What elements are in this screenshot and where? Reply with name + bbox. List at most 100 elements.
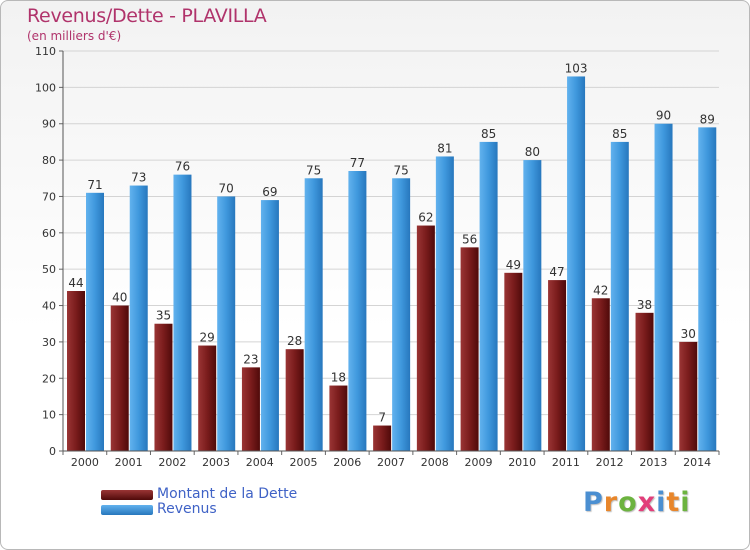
- bar-debt: [154, 323, 173, 451]
- data-label-revenue: 76: [175, 160, 190, 174]
- y-tick-label: 50: [42, 263, 56, 276]
- x-axis-ticks: 2000 2001 2002 2003 2004 2005 2006 2007 2008 2009…: [62, 451, 720, 469]
- bar-revenue: [610, 141, 629, 451]
- data-label-revenue: 85: [612, 127, 627, 141]
- y-tick-label: 40: [42, 300, 56, 313]
- data-label-debt: 40: [112, 291, 127, 305]
- x-tick-label: 2002: [158, 456, 186, 469]
- x-tick-label: 2006: [333, 456, 361, 469]
- y-tick-label: 20: [42, 372, 56, 385]
- bar-debt: [198, 345, 217, 451]
- y-tick-label: 60: [42, 227, 56, 240]
- bar-debt: [591, 298, 610, 451]
- bar-debt: [548, 280, 567, 451]
- proxiti-logo: Proxiti: [583, 487, 691, 518]
- logo-letter: x: [637, 487, 657, 518]
- legend-swatch-debt: [101, 490, 153, 500]
- bar-revenue: [523, 160, 542, 451]
- data-label-debt: 38: [637, 298, 652, 312]
- bar-debt: [416, 225, 435, 451]
- data-label-debt: 7: [378, 411, 386, 425]
- bar-revenue: [86, 192, 104, 451]
- data-label-debt: 42: [593, 283, 608, 297]
- data-label-revenue: 80: [525, 145, 540, 159]
- data-label-debt: 23: [243, 352, 258, 366]
- bar-debt: [110, 305, 129, 451]
- logo-letter: i: [656, 487, 667, 518]
- bar-revenue: [304, 178, 323, 452]
- x-tick-label: 2008: [421, 456, 449, 469]
- legend-swatch-revenue: [101, 505, 153, 515]
- y-axis-ticks: 0 10 20 30 40 50 60 70 80 90 100 110: [35, 45, 63, 458]
- legend-label-revenue: Revenus: [157, 501, 217, 517]
- logo-letter: o: [618, 487, 638, 518]
- bar-debt: [373, 425, 392, 451]
- x-tick-label: 2004: [246, 456, 274, 469]
- bar-revenue: [260, 200, 279, 451]
- y-tick-label: 70: [42, 190, 56, 203]
- data-label-revenue: 90: [656, 109, 671, 123]
- x-tick-label: 2005: [290, 456, 318, 469]
- logo-letter: P: [583, 487, 604, 518]
- data-label-debt: 47: [549, 265, 564, 279]
- y-tick-label: 100: [35, 81, 56, 94]
- bar-revenue: [654, 123, 673, 452]
- bar-debt: [504, 272, 523, 451]
- x-tick-label: 2003: [202, 456, 230, 469]
- chart-title: Revenus/Dette - PLAVILLA: [27, 5, 267, 27]
- bar-debt: [241, 367, 260, 451]
- bar-debt: [285, 349, 304, 451]
- bar-revenue: [217, 196, 236, 451]
- x-tick-label: 2001: [115, 456, 143, 469]
- logo-letter: r: [603, 487, 619, 518]
- data-labels: 4471407335762970236928751877775628156854…: [68, 61, 715, 424]
- bar-revenue: [698, 127, 717, 451]
- data-label-debt: 30: [681, 327, 696, 341]
- data-label-revenue: 69: [262, 185, 277, 199]
- logo-letter: i: [680, 487, 691, 518]
- data-label-debt: 18: [331, 371, 346, 385]
- data-label-debt: 35: [156, 309, 171, 323]
- data-label-revenue: 73: [131, 171, 146, 185]
- data-label-debt: 56: [462, 232, 477, 246]
- data-label-debt: 28: [287, 334, 302, 348]
- x-tick-label: 2013: [639, 456, 667, 469]
- bar-debt: [329, 385, 348, 451]
- data-label-revenue: 75: [393, 163, 408, 177]
- bar-debt: [679, 341, 698, 451]
- x-tick-label: 2014: [683, 456, 711, 469]
- bar-revenue: [129, 185, 148, 451]
- data-label-revenue: 75: [306, 163, 321, 177]
- bar-revenue: [479, 141, 498, 451]
- x-tick-label: 2000: [71, 456, 99, 469]
- bar-revenue: [435, 156, 454, 452]
- x-tick-label: 2011: [552, 456, 580, 469]
- y-tick-label: 80: [42, 154, 56, 167]
- x-tick-label: 2007: [377, 456, 405, 469]
- bar-debt: [635, 312, 654, 451]
- x-tick-label: 2012: [596, 456, 624, 469]
- y-tick-label: 10: [42, 409, 56, 422]
- bar-revenue: [567, 76, 586, 452]
- y-tick-label: 0: [49, 445, 56, 458]
- data-label-revenue: 77: [350, 156, 365, 170]
- data-label-debt: 44: [68, 276, 83, 290]
- bar-debt: [67, 291, 85, 451]
- data-label-revenue: 85: [481, 127, 496, 141]
- x-tick-label: 2009: [464, 456, 492, 469]
- data-label-debt: 29: [200, 331, 215, 345]
- logo-letter: t: [666, 487, 681, 518]
- bars: [67, 76, 717, 452]
- data-label-revenue: 70: [219, 181, 234, 195]
- bar-revenue: [392, 178, 411, 452]
- data-label-revenue: 81: [437, 141, 452, 155]
- data-label-debt: 49: [506, 258, 521, 272]
- y-tick-label: 30: [42, 336, 56, 349]
- legend-label-debt: Montant de la Dette: [157, 486, 298, 502]
- y-tick-label: 110: [35, 45, 56, 58]
- bar-debt: [460, 247, 479, 451]
- data-label-debt: 62: [418, 211, 433, 225]
- chart-subtitle: (en milliers d'€): [27, 29, 122, 43]
